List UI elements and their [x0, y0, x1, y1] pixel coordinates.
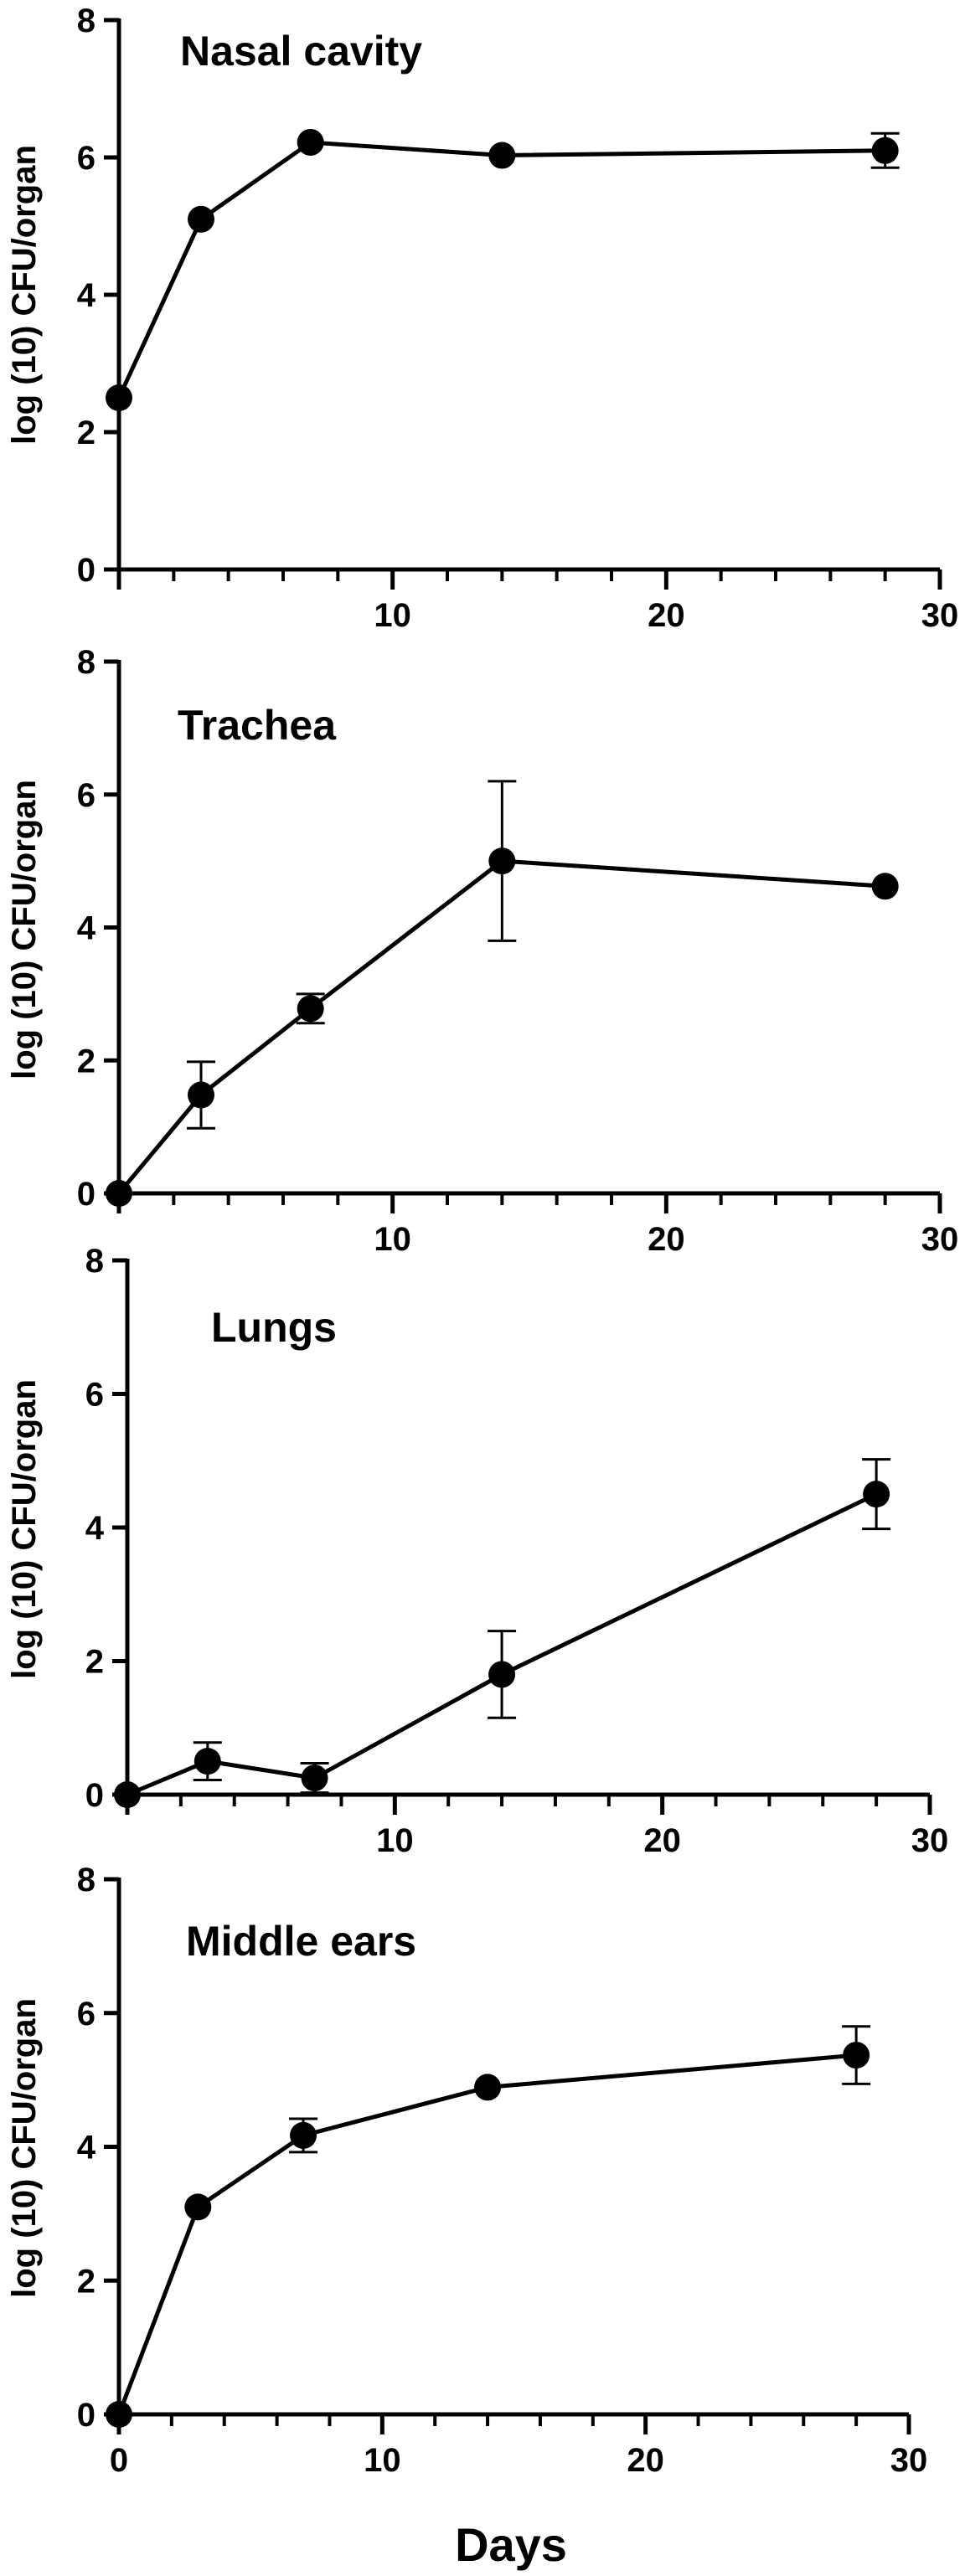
panel-title: Middle ears — [186, 1918, 416, 1965]
data-point — [194, 1748, 221, 1775]
x-tick-label: 30 — [921, 597, 959, 634]
x-tick-label: 20 — [648, 597, 685, 634]
x-tick-label: 20 — [627, 2442, 664, 2479]
data-point — [488, 142, 516, 169]
x-axis-label: Days — [455, 2518, 567, 2571]
data-point — [184, 2193, 212, 2221]
y-tick-label: 0 — [77, 2397, 95, 2434]
x-tick-label: 20 — [648, 1221, 685, 1258]
data-point — [488, 1661, 516, 1688]
y-tick-label: 0 — [77, 552, 95, 589]
y-tick-label: 2 — [77, 415, 95, 451]
data-point — [863, 1481, 890, 1508]
panel-title: Trachea — [178, 702, 337, 749]
y-tick-label: 4 — [77, 277, 96, 314]
x-tick-label: 30 — [911, 1822, 949, 1859]
x-tick-label: 30 — [921, 1221, 959, 1258]
y-axis-label: log (10) CFU/organ — [6, 145, 43, 445]
data-point — [843, 2042, 870, 2069]
data-point — [297, 995, 324, 1023]
x-tick-label: 30 — [890, 2442, 928, 2479]
data-point — [297, 128, 324, 156]
data-point — [188, 205, 214, 233]
data-point — [871, 873, 899, 900]
y-tick-label: 4 — [85, 1510, 105, 1547]
panel-nasal-cavity: 0 2 4 6 8 10 20 30 log (10) CFU/organ Nasal cavit… — [6, 3, 958, 634]
data-point — [106, 2401, 132, 2428]
y-axis-label: log (10) CFU/organ — [6, 1379, 43, 1679]
x-tick-label: 10 — [374, 597, 411, 634]
y-tick-label: 2 — [77, 2263, 95, 2300]
y-tick-label: 0 — [77, 1176, 95, 1213]
y-tick-label: 0 — [85, 1777, 104, 1814]
panel-title: Lungs — [211, 1304, 337, 1351]
y-tick-label: 4 — [77, 2130, 96, 2166]
y-tick-label: 6 — [77, 1996, 95, 2032]
data-point — [488, 848, 516, 875]
data-point — [301, 1765, 328, 1792]
data-point — [188, 1081, 214, 1109]
y-tick-label: 4 — [77, 910, 96, 947]
x-tick-label: 10 — [364, 2442, 401, 2479]
series-line — [116, 2053, 857, 2415]
data-point — [871, 137, 899, 164]
data-point — [474, 2074, 502, 2101]
y-tick-label: 8 — [77, 1862, 95, 1899]
y-tick-label: 6 — [85, 1377, 104, 1414]
data-point — [106, 1180, 132, 1207]
x-tick-label: 20 — [643, 1822, 681, 1859]
y-tick-label: 8 — [77, 644, 95, 681]
y-tick-label: 8 — [85, 1243, 104, 1280]
data-point — [114, 1781, 141, 1808]
panel-middle-ears: 0 2 4 6 8 0 10 20 30 log (10) CFU/organ Middle ear… — [6, 1862, 927, 2479]
x-tick-label: 0 — [110, 2442, 128, 2479]
panel-trachea: 0 2 4 6 8 10 20 30 log (10) CFU/organ Trachea — [6, 644, 958, 1258]
panel-title: Nasal cavity — [180, 28, 422, 75]
y-axis-label: log (10) CFU/organ — [6, 1998, 43, 2298]
y-tick-label: 6 — [77, 777, 95, 814]
y-tick-label: 6 — [77, 140, 95, 177]
y-tick-label: 2 — [85, 1644, 104, 1681]
series-line — [116, 140, 885, 399]
panel-lungs: 0 2 4 6 8 10 20 30 log (10) CFU/organ Lungs — [6, 1243, 948, 1859]
x-tick-label: 10 — [376, 1822, 414, 1859]
y-tick-label: 8 — [77, 3, 95, 39]
x-tick-label: 10 — [374, 1221, 411, 1258]
y-axis-label: log (10) CFU/organ — [6, 780, 43, 1079]
y-tick-label: 2 — [77, 1043, 95, 1079]
data-point — [290, 2121, 317, 2149]
data-point — [106, 384, 132, 411]
